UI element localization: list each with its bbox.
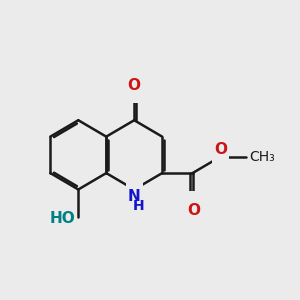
Text: HO: HO [50,211,76,226]
Text: O: O [187,203,200,218]
Text: O: O [128,78,141,93]
Text: CH₃: CH₃ [250,150,275,164]
Text: O: O [214,149,227,164]
Text: O: O [186,194,199,208]
Text: O: O [128,85,141,100]
Text: N: N [128,190,141,205]
Text: H: H [133,199,144,213]
Text: O: O [214,142,227,157]
Text: N: N [128,182,141,197]
